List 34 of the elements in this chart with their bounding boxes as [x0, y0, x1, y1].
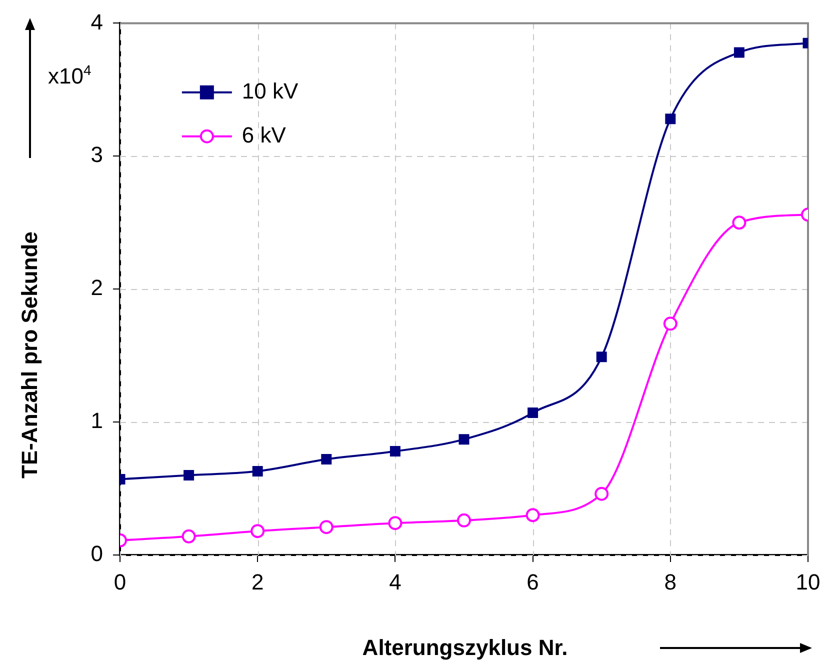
point [184, 470, 194, 480]
point [458, 434, 470, 445]
point [526, 508, 540, 522]
x-tick-label: 4 [389, 569, 402, 594]
x-tick-label: 6 [526, 569, 539, 594]
x-tick-label: 2 [251, 569, 264, 594]
x-axis-title: Alterungszyklus Nr. [362, 635, 568, 661]
x-tick-label: 8 [664, 569, 677, 594]
point [594, 486, 609, 501]
text: x10$^{4}$ [48, 62, 92, 90]
point [319, 520, 334, 534]
point [182, 529, 196, 544]
y-tick-label: 2 [90, 275, 103, 300]
point [528, 408, 538, 418]
y-tick-label: 4 [90, 9, 103, 34]
x-tick-label: 10 [796, 569, 820, 594]
legend-label: 10 kV [242, 78, 299, 104]
y-tick-label: 1 [90, 408, 103, 434]
point [665, 114, 676, 124]
legend-label: 6 kV [242, 122, 286, 148]
point [457, 513, 471, 528]
point [321, 454, 332, 465]
point [388, 516, 402, 530]
y-tick-label: 3 [90, 142, 103, 168]
point [252, 466, 263, 476]
point [732, 216, 746, 230]
point [390, 446, 400, 457]
point [734, 47, 744, 58]
x-tick-label: 0 [114, 569, 126, 594]
point [663, 316, 678, 331]
point [596, 352, 607, 362]
y-tick-label: 0 [90, 541, 103, 566]
y-axis-title: TE-Anzahl pro Sekunde [17, 232, 43, 478]
point [250, 524, 265, 538]
